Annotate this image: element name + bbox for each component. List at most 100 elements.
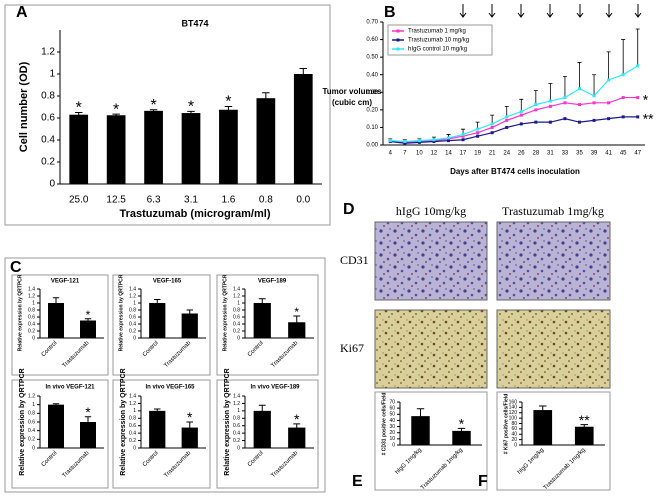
legend-label: Trastuzumab 10 mg/kg xyxy=(408,38,469,44)
data-point xyxy=(490,125,494,129)
x-tick-label: hIgG 1mg/kg xyxy=(517,447,546,476)
x-axis-label: Trastuzumab (microgram/ml) xyxy=(120,208,271,220)
data-point xyxy=(461,134,465,138)
error-bar xyxy=(416,408,425,424)
error-bar xyxy=(52,297,60,309)
y-tick-label: 60 xyxy=(389,405,395,411)
y-tick-label: 0.8 xyxy=(28,307,35,313)
micrograph xyxy=(374,221,488,301)
data-point xyxy=(592,118,596,122)
y-tick-label: 1.2 xyxy=(233,401,240,407)
y-tick-label: 1 xyxy=(237,300,240,306)
y-tick-label: 0.70 xyxy=(366,20,378,26)
y-tick-label: 1.4 xyxy=(233,393,240,399)
y-tick-label: 30 xyxy=(389,424,395,430)
legend-label: Trastuzumab 1 mg/kg xyxy=(408,29,466,35)
bar xyxy=(48,404,64,448)
column-header: Trastuzumab 1mg/kg xyxy=(502,204,604,218)
panel-letter: F xyxy=(478,473,488,490)
x-tick-label: 26 xyxy=(518,151,525,157)
error-bar xyxy=(84,318,92,323)
y-tick-label: 0.10 xyxy=(366,125,378,131)
x-tick-label: 41 xyxy=(605,151,612,157)
bar xyxy=(106,115,126,184)
error-bar xyxy=(457,427,466,434)
x-tick-label: 17 xyxy=(460,151,467,157)
panel-letter: E xyxy=(352,473,363,490)
data-point xyxy=(432,139,436,143)
x-tick-label: 6.3 xyxy=(147,195,161,206)
y-tick-label: 140 xyxy=(509,405,518,411)
y-tick-label: 0.2 xyxy=(129,328,136,334)
error-bar xyxy=(112,113,120,117)
error-bar xyxy=(149,109,158,113)
data-point xyxy=(461,132,465,136)
y-tick-label: 0 xyxy=(514,442,517,448)
x-tick-label: Trastuzumab xyxy=(163,340,192,369)
data-point xyxy=(548,120,552,124)
significance-mark: * xyxy=(76,100,82,117)
y-tick-label: 0.8 xyxy=(233,307,240,313)
bar xyxy=(181,427,198,448)
legend-box xyxy=(387,24,493,56)
y-tick-label: 1.4 xyxy=(129,393,136,399)
x-tick-label: 14 xyxy=(445,151,452,157)
y-tick-label: 40 xyxy=(511,432,517,438)
y-tick-label: 0.6 xyxy=(129,423,136,429)
dose-arrows xyxy=(459,4,642,18)
y-tick-label: 0 xyxy=(133,335,136,341)
column-header: hIgG 10mg/kg xyxy=(396,204,466,218)
y-tick-label: 0.4 xyxy=(41,135,55,146)
data-point xyxy=(578,103,581,107)
error-bar xyxy=(293,315,301,330)
data-point xyxy=(505,115,509,119)
series-line xyxy=(390,65,639,143)
x-tick-label: Trastuzumab xyxy=(270,340,299,369)
error-bar xyxy=(580,424,588,430)
x-tick-label: 10 xyxy=(416,151,423,157)
x-tick-label: hIgG 1mg/kg xyxy=(394,447,423,476)
y-tick-label: 0 xyxy=(133,445,136,451)
y-tick-label: 0.8 xyxy=(41,91,55,102)
legend-label: hIgG control 10 mg/kg xyxy=(408,47,467,53)
error-bar xyxy=(186,421,193,434)
y-tick-label: 1 xyxy=(133,300,136,306)
error-bar xyxy=(548,83,553,102)
x-tick-label: 0.8 xyxy=(259,195,273,206)
data-point xyxy=(519,113,523,117)
error-bar xyxy=(562,76,567,98)
significance-mark: * xyxy=(187,409,193,425)
y-tick-label: 20 xyxy=(389,430,395,436)
y-tick-label: 0.4 xyxy=(28,428,35,434)
y-tick-label: 1.2 xyxy=(41,47,55,58)
row-header: Ki67 xyxy=(340,341,364,355)
y-tick-label: 0.2 xyxy=(41,157,55,168)
micrograph xyxy=(374,309,488,389)
error-bar xyxy=(154,408,161,414)
x-tick-label: Trastuzumab xyxy=(270,450,299,479)
chart-title: In vivo VEGF-189 xyxy=(250,385,300,391)
y-tick-label: 0.4 xyxy=(233,321,240,327)
bar xyxy=(288,427,306,448)
y-tick-label: 0 xyxy=(32,335,35,341)
y-tick-label: 0.20 xyxy=(366,107,378,113)
x-tick-label: 33 xyxy=(562,151,569,157)
y-tick-label: 0.50 xyxy=(366,55,378,61)
y-tick-label: 1.2 xyxy=(233,293,240,299)
y-tick-label: 0 xyxy=(237,335,240,341)
x-tick-label: 31 xyxy=(547,151,554,157)
bar xyxy=(181,113,201,184)
y-tick-label: 0.6 xyxy=(233,314,240,320)
chart-title: In vivo VEGF-165 xyxy=(145,385,195,391)
data-point xyxy=(476,134,480,138)
y-tick-label: 0.00 xyxy=(366,143,378,149)
x-tick-label: Control xyxy=(247,450,265,468)
data-point xyxy=(607,78,611,82)
y-tick-label: 1.4 xyxy=(233,286,240,292)
data-point xyxy=(607,117,611,121)
y-tick-label: 0.8 xyxy=(129,416,136,422)
chart-title: VEGF-189 xyxy=(258,279,287,285)
x-tick-label: 12 xyxy=(431,151,438,157)
y-tick-label: 0.60 xyxy=(366,37,378,43)
